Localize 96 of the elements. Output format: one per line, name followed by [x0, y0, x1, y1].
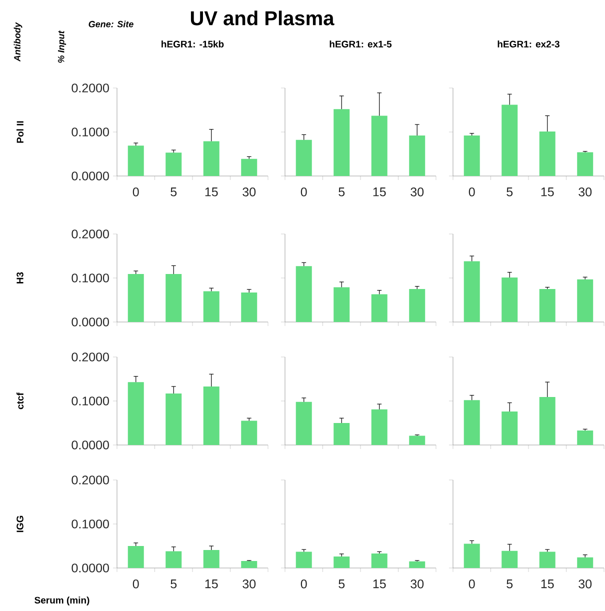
text: Antibody [14, 22, 22, 62]
x-tick-label: 15 [373, 188, 386, 196]
x-axis-title: Serum (min) [34, 596, 90, 606]
bar [371, 294, 388, 322]
bar [241, 420, 258, 445]
bar [128, 382, 144, 445]
bar [409, 436, 426, 445]
bar [539, 397, 556, 445]
y-axis-title: ctcf [16, 392, 24, 410]
y-tick-label: 0.2000 [72, 84, 109, 92]
bar [241, 560, 258, 568]
bar [128, 146, 144, 176]
x-tick-label: 0 [300, 580, 307, 588]
bar [334, 287, 350, 322]
bar [241, 158, 258, 176]
y-tick-label: 0.1000 [72, 274, 109, 282]
x-tick-label: 0 [468, 580, 475, 588]
chart-title: hEGR1: ex1-5 [330, 40, 392, 48]
bar [371, 409, 388, 445]
text: Gene: Site [88, 20, 134, 28]
y-tick-label: 0.2000 [72, 230, 109, 238]
bar [464, 400, 480, 445]
bar [502, 104, 518, 176]
bar [203, 386, 220, 445]
bar [334, 423, 350, 445]
y-tick-label: 0.0000 [72, 564, 109, 572]
bar [203, 550, 220, 568]
y-axis-title: Pol II [16, 121, 24, 143]
x-tick-label: 15 [205, 188, 218, 196]
bar [166, 551, 182, 568]
x-tick-label: 5 [170, 580, 177, 588]
bar [166, 152, 182, 176]
bar [409, 561, 426, 568]
bar [241, 292, 258, 322]
x-tick-label: 0 [132, 580, 139, 588]
x-tick-label: 0 [132, 188, 139, 196]
bar [409, 288, 426, 322]
x-tick-label: 5 [338, 580, 345, 588]
chart-title: hEGR1: -15kb [162, 40, 224, 48]
bar [296, 402, 312, 445]
bar [371, 116, 388, 176]
bar [296, 266, 312, 322]
bar [464, 544, 480, 568]
bar [166, 274, 182, 322]
x-tick-label: 30 [242, 580, 256, 588]
x-tick-label: 30 [410, 580, 424, 588]
x-tick-label: 15 [541, 580, 554, 588]
x-tick-label: 5 [506, 188, 513, 196]
y-tick-label: 0.2000 [72, 476, 109, 484]
y-tick-label: 0.1000 [72, 128, 109, 136]
bar [502, 550, 518, 568]
x-tick-label: 5 [338, 188, 345, 196]
bar [334, 556, 350, 568]
chart-title: hEGR1: ex2-3 [498, 40, 560, 48]
x-tick-label: 15 [541, 188, 554, 196]
bar [539, 552, 556, 568]
text: % Input [58, 30, 66, 63]
bar [577, 430, 594, 445]
y-tick-label: 0.0000 [72, 440, 109, 450]
bar [203, 291, 220, 322]
bar [577, 152, 594, 176]
y-tick-label: 0.1000 [72, 396, 109, 406]
bar [128, 546, 144, 568]
bar [464, 136, 480, 176]
bar [577, 557, 594, 568]
bar [166, 394, 182, 445]
y-tick-label: 0.1000 [72, 520, 109, 528]
x-tick-label: 15 [205, 580, 218, 588]
bar [296, 552, 312, 568]
x-tick-label: 30 [410, 188, 424, 196]
bar [539, 132, 556, 176]
bar [371, 553, 388, 568]
bar [409, 136, 426, 176]
x-tick-label: 30 [242, 188, 256, 196]
bar [502, 412, 518, 445]
x-tick-label: 0 [468, 188, 475, 196]
x-tick-label: 30 [578, 580, 592, 588]
bar [502, 278, 518, 322]
y-tick-label: 0.0000 [72, 318, 109, 326]
bar [203, 141, 220, 176]
bar [334, 109, 350, 176]
x-tick-label: 30 [578, 188, 592, 196]
text: UV and Plasma [190, 10, 334, 26]
y-tick-label: 0.2000 [72, 352, 109, 362]
y-tick-label: 0.0000 [72, 172, 109, 180]
x-tick-label: 0 [300, 188, 307, 196]
bar [128, 274, 144, 322]
x-tick-label: 5 [170, 188, 177, 196]
bar [577, 279, 594, 322]
x-tick-label: 15 [373, 580, 386, 588]
bar [296, 140, 312, 176]
y-axis-title: H3 [16, 272, 24, 284]
bar [464, 261, 480, 322]
bar [539, 288, 556, 322]
x-tick-label: 5 [506, 580, 513, 588]
y-axis-title: IGG [16, 516, 24, 532]
